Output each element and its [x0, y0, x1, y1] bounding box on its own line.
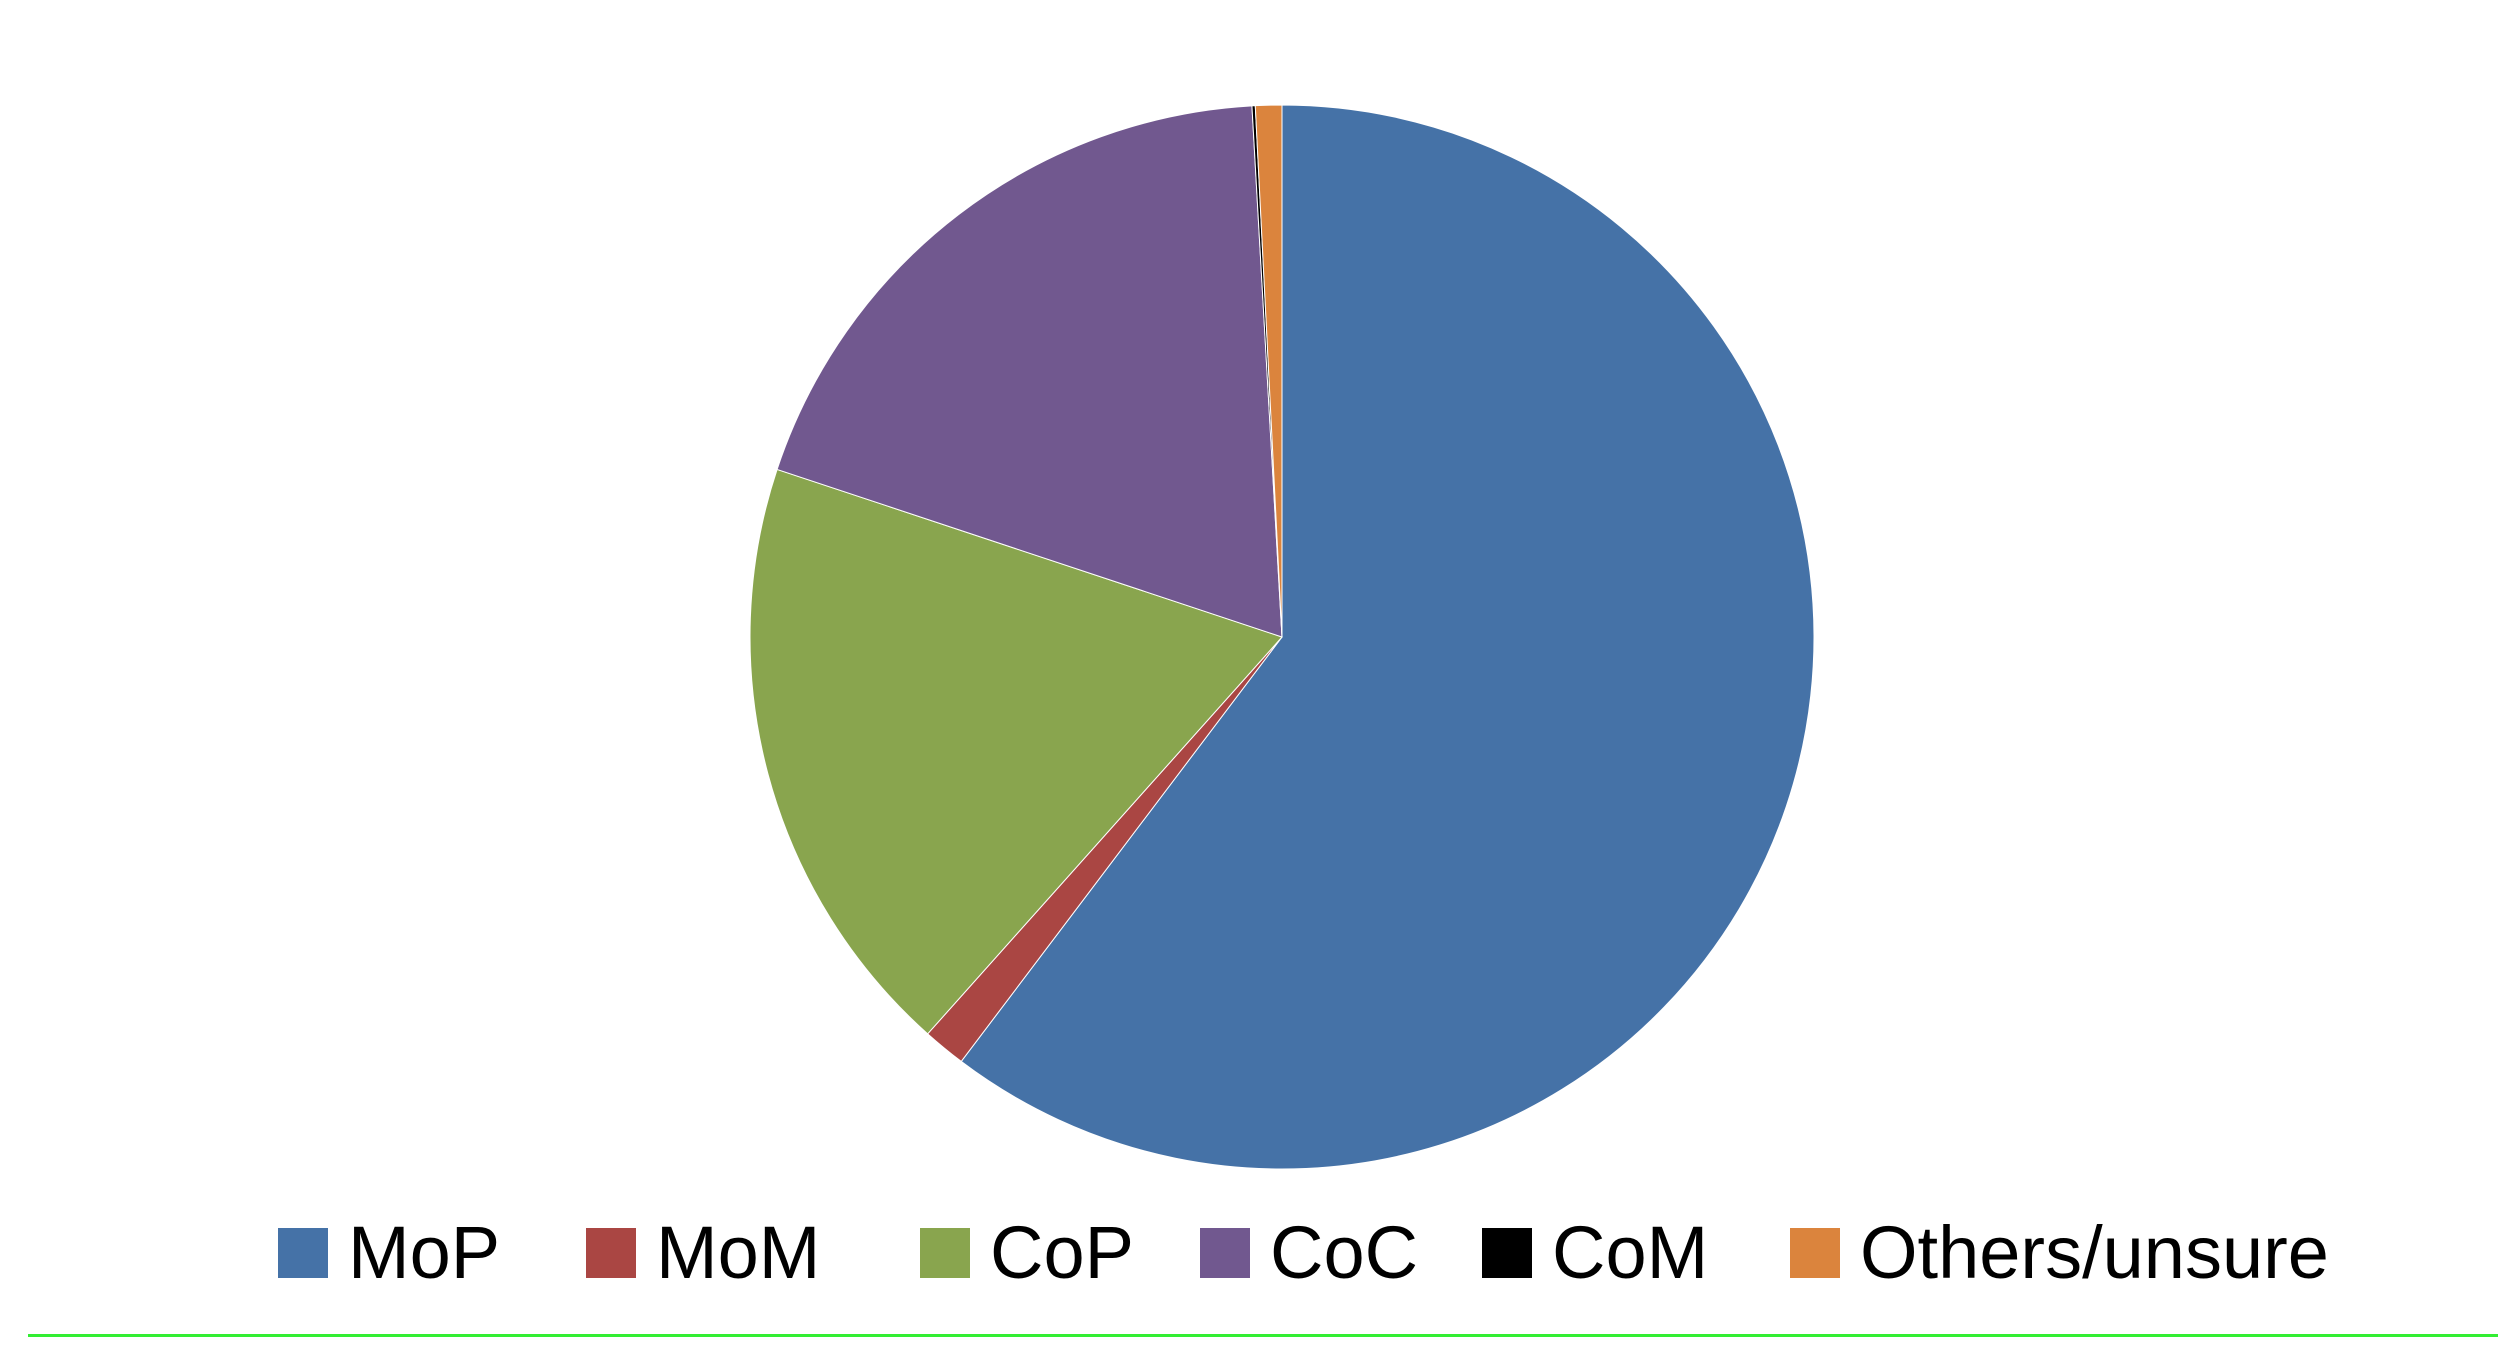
legend-label-others-unsure: Others/unsure [1860, 1211, 2329, 1294]
legend-item-coc: CoC [1200, 1208, 1418, 1298]
legend-swatch-others-unsure [1790, 1228, 1840, 1278]
legend-item-mom: MoM [586, 1208, 820, 1298]
pie-slice-others-unsure [1254, 104, 1283, 638]
legend-swatch-cop [920, 1228, 970, 1278]
legend-swatch-mop [278, 1228, 328, 1278]
legend-label-mop: MoP [348, 1211, 501, 1294]
chart-legend: MoP MoM CoP CoC CoM Others/unsure [0, 1208, 2513, 1298]
legend-label-mom: MoM [656, 1211, 821, 1294]
legend-swatch-mom [586, 1228, 636, 1278]
legend-item-cop: CoP [920, 1208, 1134, 1298]
legend-swatch-coc [1200, 1228, 1250, 1278]
legend-label-cop: CoP [990, 1211, 1134, 1294]
legend-item-others-unsure: Others/unsure [1790, 1208, 2329, 1298]
legend-label-coc: CoC [1270, 1211, 1419, 1294]
legend-item-com: CoM [1482, 1208, 1708, 1298]
legend-label-com: CoM [1552, 1211, 1709, 1294]
legend-swatch-com [1482, 1228, 1532, 1278]
pie-slice-cop [749, 468, 1283, 1035]
pie-slice-mop [960, 104, 1815, 1170]
pie-slice-coc [776, 105, 1283, 638]
legend-item-mop: MoP [278, 1208, 500, 1298]
footer-divider [28, 1334, 2498, 1337]
